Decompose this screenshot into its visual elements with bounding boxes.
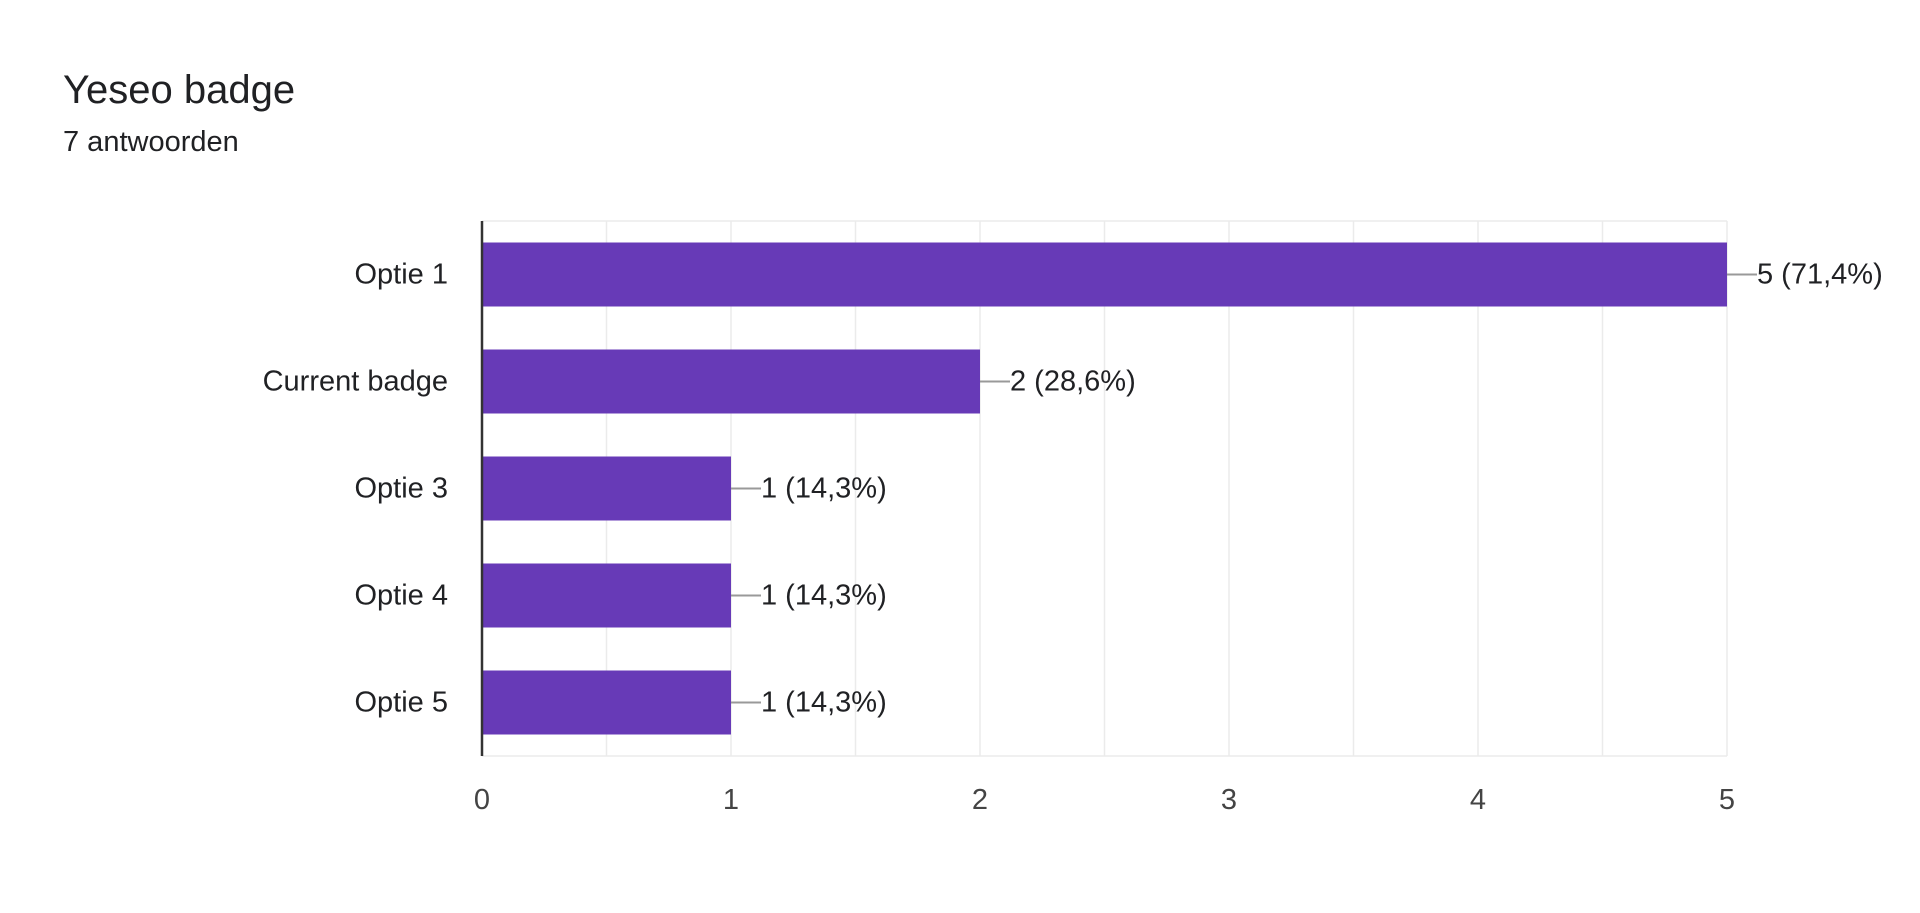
x-tick-label: 5 [1719, 784, 1735, 816]
x-tick-label: 1 [723, 784, 739, 816]
x-tick-label: 3 [1221, 784, 1237, 816]
x-tick-label: 2 [972, 784, 988, 816]
bar [482, 349, 980, 414]
bar [482, 563, 731, 628]
bar [482, 670, 731, 735]
data-label: 1 (14,3%) [761, 687, 887, 719]
data-label: 2 (28,6%) [1010, 366, 1136, 398]
data-label: 1 (14,3%) [761, 580, 887, 612]
data-label: 5 (71,4%) [1757, 259, 1883, 291]
chart-title: Yeseo badge [63, 68, 296, 112]
response-count: 7 antwoorden [63, 126, 239, 158]
category-label: Current badge [263, 366, 448, 398]
x-tick-label: 0 [474, 784, 490, 816]
bar [482, 456, 731, 521]
x-tick-label: 4 [1470, 784, 1486, 816]
chart-header: Yeseo badge 7 antwoorden [63, 64, 295, 160]
category-label: Optie 5 [355, 687, 449, 719]
bar [482, 242, 1727, 307]
category-label: Optie 3 [355, 473, 449, 505]
category-label: Optie 1 [355, 259, 449, 291]
category-label: Optie 4 [355, 580, 449, 612]
data-label: 1 (14,3%) [761, 473, 887, 505]
